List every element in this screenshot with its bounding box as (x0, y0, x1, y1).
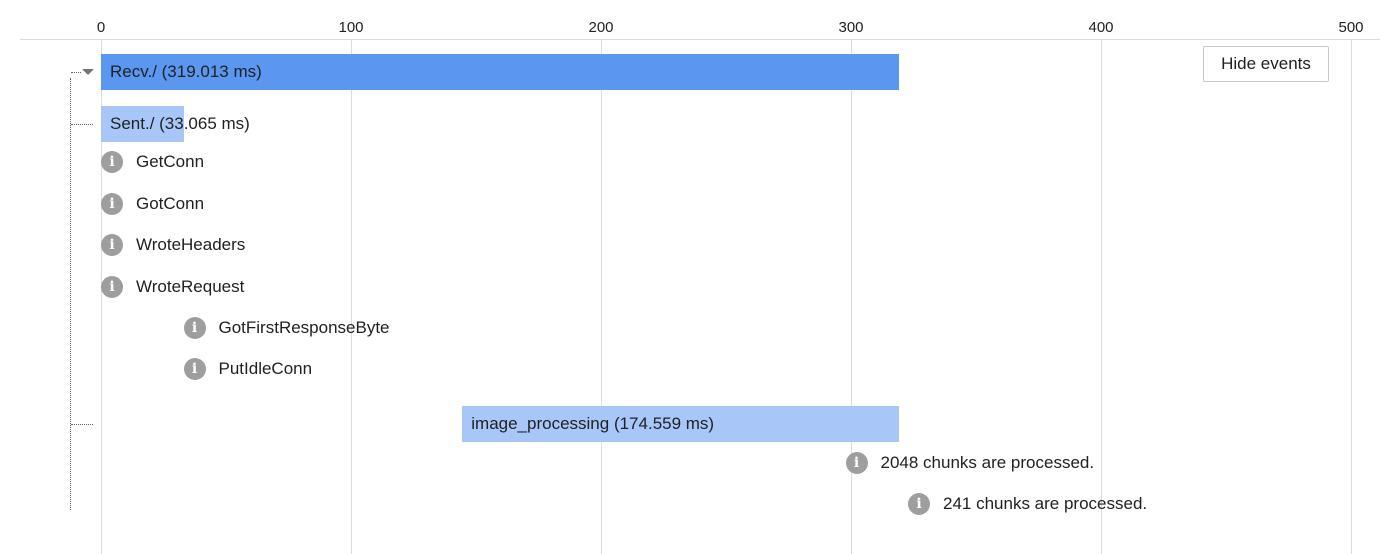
gridline-400 (1101, 39, 1102, 554)
info-icon[interactable]: i (183, 317, 206, 339)
tree-connector-image-processing (71, 424, 93, 425)
event-label: 241 chunks are processed. (943, 494, 1148, 513)
event-label: GetConn (136, 152, 205, 171)
collapse-toggle-icon[interactable] (81, 67, 95, 77)
gridline-200 (601, 39, 602, 554)
info-icon[interactable]: i (101, 234, 123, 256)
event-label: GotFirstResponseByte (218, 318, 390, 337)
info-icon[interactable]: i (845, 452, 868, 474)
event-label: WroteRequest (136, 277, 245, 296)
tick-label-200: 200 (588, 19, 614, 36)
info-icon[interactable]: i (101, 276, 123, 298)
info-icon[interactable]: i (101, 193, 123, 215)
tree-connector-vertical (70, 78, 71, 510)
event-row: i 241 chunks are processed. (908, 492, 1147, 516)
event-label: WroteHeaders (136, 235, 246, 254)
gridline-500 (1351, 39, 1352, 554)
tick-label-0: 0 (96, 19, 106, 36)
event-label: GotConn (136, 194, 205, 213)
event-row: i 2048 chunks are processed. (845, 451, 1095, 475)
event-row: i WroteRequest (101, 275, 244, 299)
event-row: i PutIdleConn (183, 357, 313, 381)
event-row: i GotConn (101, 192, 204, 216)
tick-label-400: 400 (1088, 19, 1114, 36)
event-label: 2048 chunks are processed. (880, 453, 1095, 472)
info-icon[interactable]: i (101, 151, 123, 173)
time-axis-line (20, 39, 1380, 40)
info-icon[interactable]: i (908, 493, 930, 515)
tick-label-500: 500 (1338, 19, 1364, 36)
hide-events-button[interactable]: Hide events (1203, 46, 1329, 82)
gridline-100 (351, 39, 352, 554)
tick-label-100: 100 (338, 19, 364, 36)
event-row: i GetConn (101, 150, 204, 174)
event-row: i GotFirstResponseByte (183, 316, 390, 340)
gridline-300 (851, 39, 852, 554)
tick-label-300: 300 (838, 19, 864, 36)
info-icon[interactable]: i (183, 358, 206, 380)
span-bar-sent[interactable] (101, 106, 184, 142)
span-bar-image-processing[interactable] (462, 406, 899, 442)
gridline-0 (101, 39, 102, 554)
tree-connector-recv (71, 72, 81, 73)
event-row: i WroteHeaders (101, 233, 245, 257)
tree-connector-sent (71, 124, 93, 125)
event-label: PutIdleConn (218, 359, 313, 378)
span-bar-recv[interactable] (101, 54, 899, 90)
